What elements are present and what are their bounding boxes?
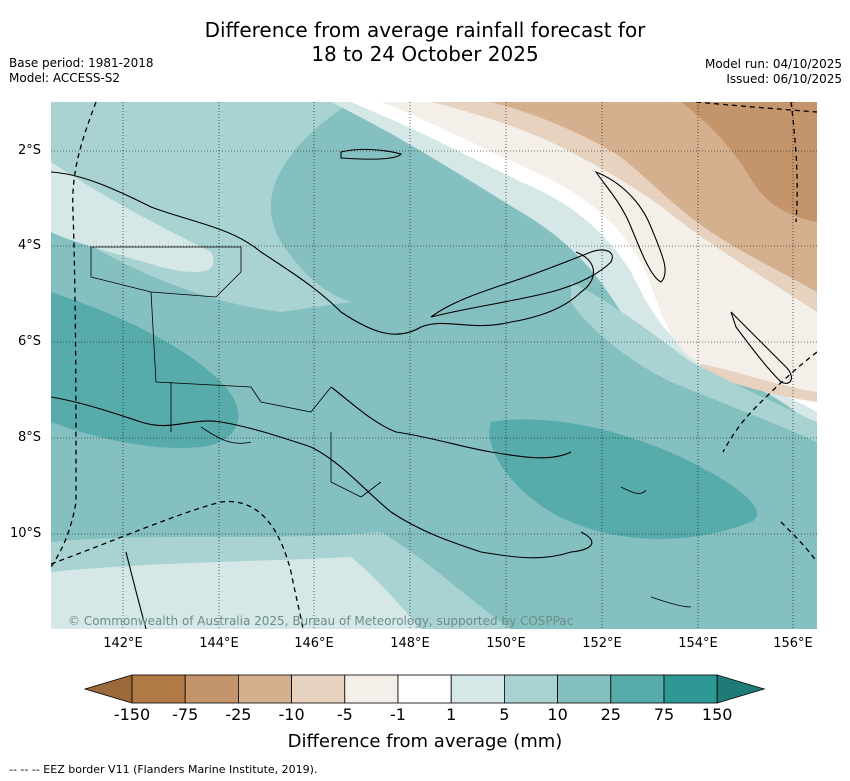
lat-label-4s: 4°S: [18, 238, 42, 253]
meta-left: Base period: 1981-2018 Model: ACCESS-S2: [9, 56, 154, 86]
colorbar-segment: [450, 674, 505, 704]
colorbar-segment: [344, 674, 399, 704]
colorbar-tick-label: -75: [172, 705, 199, 724]
colorbar-segment: [397, 674, 452, 704]
colorbar-segment: [131, 674, 186, 704]
coastlines: [51, 148, 792, 629]
zone-10-25-west: [51, 292, 239, 448]
colorbar-tick-label: 1: [446, 705, 457, 724]
colorbar-segment: [716, 674, 766, 704]
colorbar-label: Difference from average (mm): [287, 731, 563, 752]
zone-10-25-se: [489, 419, 758, 539]
colorbar-tick-label: 75: [653, 705, 675, 724]
chart-title: Difference from average rainfall forecas…: [0, 18, 850, 66]
colorbar-segment: [237, 674, 292, 704]
colorbar-tick-label: -10: [278, 705, 305, 724]
lat-label-6s: 6°S: [18, 334, 42, 349]
colorbar-tick-label: -5: [336, 705, 353, 724]
zone-minus25-minus75: [681, 102, 817, 222]
lon-label-150e: 150°E: [486, 636, 526, 651]
model-run: Model run: 04/10/2025: [704, 57, 842, 71]
colorbar-tick-label: 25: [600, 705, 621, 724]
meta-right: Model run: 04/10/2025 Issued: 06/10/2025: [705, 57, 842, 87]
lon-label-146e: 146°E: [294, 636, 334, 651]
lat-label-2s: 2°S: [18, 143, 42, 158]
copyright-note: © Commonwealth of Australia 2025, Bureau…: [68, 614, 574, 628]
colorbar-segment: [663, 674, 718, 704]
map-svg: [51, 102, 817, 629]
lon-label-152e: 152°E: [582, 636, 622, 651]
lat-label-10s: 10°S: [10, 526, 42, 541]
lon-label-142e: 142°E: [103, 636, 143, 651]
lon-label-148e: 148°E: [390, 636, 430, 651]
zone-1-5-south: [51, 557, 421, 629]
lat-label-8s: 8°S: [18, 430, 42, 445]
lon-label-154e: 154°E: [678, 636, 718, 651]
lon-label-144e: 144°E: [199, 636, 239, 651]
rainfall-map: [51, 102, 817, 629]
colorbar-tick-label: 5: [499, 705, 510, 724]
issued-date: Issued: 06/10/2025: [726, 72, 842, 86]
colorbar-tick-label: -25: [225, 705, 252, 724]
colorbar-tick-label: -150: [113, 705, 151, 724]
eez-borders: [51, 102, 817, 629]
colorbar-segment: [84, 674, 133, 704]
colorbar-tick-label: 10: [547, 705, 568, 724]
colorbar: [84, 674, 766, 704]
colorbar-segment: [610, 674, 665, 704]
graticule: [51, 102, 817, 629]
colorbar-segment: [184, 674, 239, 704]
eez-legend-note: -- -- -- EEZ border V11 (Flanders Marine…: [9, 763, 318, 776]
zone-1-5-nw: [51, 162, 214, 272]
colorbar-segment: [557, 674, 612, 704]
base-period: Base period: 1981-2018: [9, 56, 154, 70]
colorbar-tick-label: 150: [701, 705, 733, 724]
zone-minus5-south: [701, 364, 817, 402]
colorbar-segment: [503, 674, 558, 704]
zone-5-10-east: [571, 282, 817, 442]
colorbar-segment: [291, 674, 346, 704]
lon-label-156e: 156°E: [773, 636, 813, 651]
title-line-1: Difference from average rainfall forecas…: [204, 18, 646, 42]
title-line-2: 18 to 24 October 2025: [311, 42, 539, 66]
zone-5-10-nw: [51, 102, 351, 312]
colorbar-tick-label: -1: [390, 705, 406, 724]
model-name: Model: ACCESS-S2: [9, 71, 121, 85]
